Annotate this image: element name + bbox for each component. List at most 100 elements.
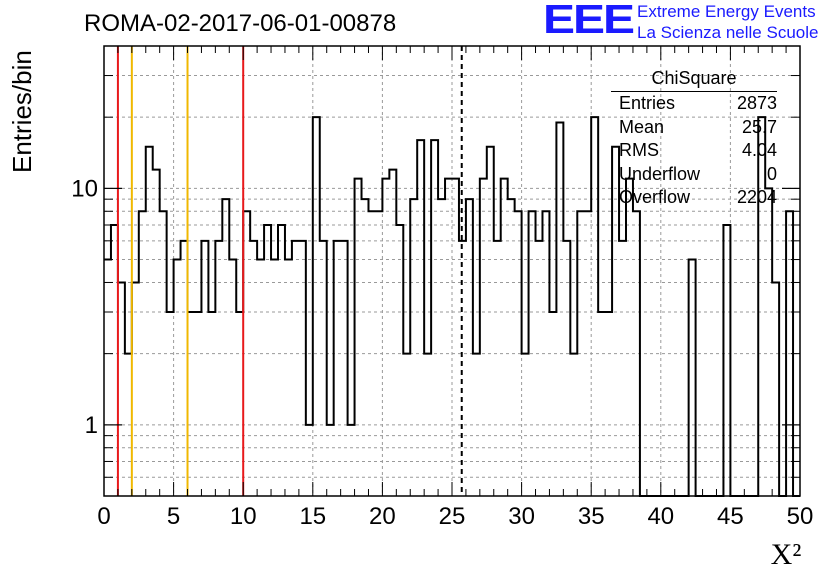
histogram-bin (355, 179, 362, 496)
histogram-bin (181, 241, 188, 496)
stats-row-rms: RMS 4.04 (611, 139, 777, 163)
histogram-bin (431, 140, 438, 496)
histogram-bin (584, 211, 591, 496)
tick-labels: 0 5 10 15 20 25 30 35 40 45 50 1 10 (71, 175, 813, 530)
stats-value: 4.04 (741, 140, 777, 160)
x-tick-label: 5 (167, 503, 180, 530)
histogram-bin (139, 211, 146, 496)
histogram-bin (313, 117, 320, 496)
histogram-bin (201, 241, 208, 496)
stats-value: 2204 (736, 187, 777, 207)
histogram-bin (452, 179, 459, 496)
histogram-bin (515, 211, 522, 496)
histogram-bin (536, 241, 543, 496)
stats-title: ChiSquare (611, 66, 777, 92)
histogram-bin (250, 241, 257, 496)
histogram-bin (362, 199, 369, 496)
histogram-bin (494, 241, 501, 496)
x-axis-label: X² (771, 538, 802, 571)
histogram-bin (473, 354, 480, 496)
logo-line-1: Extreme Energy Events (637, 2, 816, 21)
y-tick-label: 10 (71, 175, 98, 202)
histogram-bin (556, 122, 563, 496)
histogram-bin (466, 199, 473, 496)
histogram-bin (320, 241, 327, 496)
histogram-bin (153, 170, 160, 496)
x-tick-label: 0 (97, 503, 110, 530)
stats-value: 2873 (736, 93, 777, 113)
histogram-bin (285, 260, 292, 496)
histogram-bin (619, 241, 626, 496)
histogram-bin (257, 260, 264, 496)
y-tick-label: 1 (85, 412, 98, 439)
histogram-bin (174, 260, 181, 496)
histogram-bin (146, 147, 153, 496)
stats-label: Underflow (619, 163, 701, 184)
eee-logo: EEE (543, 0, 635, 43)
histogram-bin (480, 179, 487, 496)
histogram-bin (215, 241, 222, 496)
histogram-bin (445, 179, 452, 496)
histogram-bin (723, 225, 730, 496)
histogram-bin (549, 312, 556, 496)
histogram-bin (570, 354, 577, 496)
histogram-bin (633, 211, 640, 496)
histogram-bin (508, 199, 515, 496)
histogram-bin (417, 140, 424, 496)
histogram-bin (188, 312, 195, 496)
histogram-bin (271, 260, 278, 496)
stats-row-entries: Entries 2873 (611, 92, 777, 116)
chart-title: ROMA-02-2017-06-01-00878 (84, 10, 397, 37)
histogram-bin (626, 179, 633, 496)
histogram-bin (529, 211, 536, 496)
histogram-bin (125, 354, 132, 496)
histogram-bin (229, 260, 236, 496)
x-tick-label: 25 (439, 503, 466, 530)
x-tick-label: 35 (578, 503, 605, 530)
x-tick-label: 20 (369, 503, 396, 530)
histogram-bin (375, 211, 382, 496)
stats-label: Entries (619, 93, 676, 113)
histogram-bin (438, 199, 445, 496)
histogram-bin (278, 225, 285, 496)
histogram-bin (222, 199, 229, 496)
stats-row-underflow: Underflow 0 (611, 163, 777, 187)
histogram-bin (410, 199, 417, 496)
histogram-bin (772, 282, 779, 496)
x-tick-label: 30 (508, 503, 535, 530)
histogram-bin (501, 179, 508, 496)
histogram-bin (368, 211, 375, 496)
x-tick-label: 15 (299, 503, 326, 530)
x-tick-label: 50 (787, 503, 814, 530)
axes (103, 45, 801, 497)
histogram-bin (542, 211, 549, 496)
histogram-bin (765, 188, 772, 496)
histogram-bin (334, 241, 341, 496)
histogram-bin (396, 225, 403, 496)
histogram-bin (111, 225, 118, 496)
histogram-bin (264, 225, 271, 496)
histogram-bin (341, 241, 348, 496)
stats-row-mean: Mean 25.7 (611, 116, 777, 140)
histogram-bin (577, 211, 584, 496)
histogram-bin (118, 282, 125, 496)
x-tick-label: 45 (717, 503, 744, 530)
histogram-bin (208, 312, 215, 496)
x-tick-label: 10 (230, 503, 257, 530)
stats-box: ChiSquare Entries 2873 Mean 25.7 RMS 4.0… (611, 66, 777, 210)
histogram-bin (306, 425, 313, 496)
histogram-bin (132, 282, 139, 496)
histogram-bin (167, 312, 174, 496)
histogram-bin (563, 241, 570, 496)
histogram-bin (236, 312, 243, 496)
histogram-bin (605, 312, 612, 496)
histogram-bin (598, 312, 605, 496)
reference-lines (116, 46, 463, 496)
histogram-bin (194, 312, 201, 496)
stats-label: Overflow (619, 187, 691, 207)
stats-label: RMS (619, 140, 659, 160)
logo-line-2: La Scienza nelle Scuole (637, 23, 819, 42)
stats-value: 25.7 (741, 116, 777, 137)
histogram-bin (382, 179, 389, 496)
histogram-bin (487, 147, 494, 496)
